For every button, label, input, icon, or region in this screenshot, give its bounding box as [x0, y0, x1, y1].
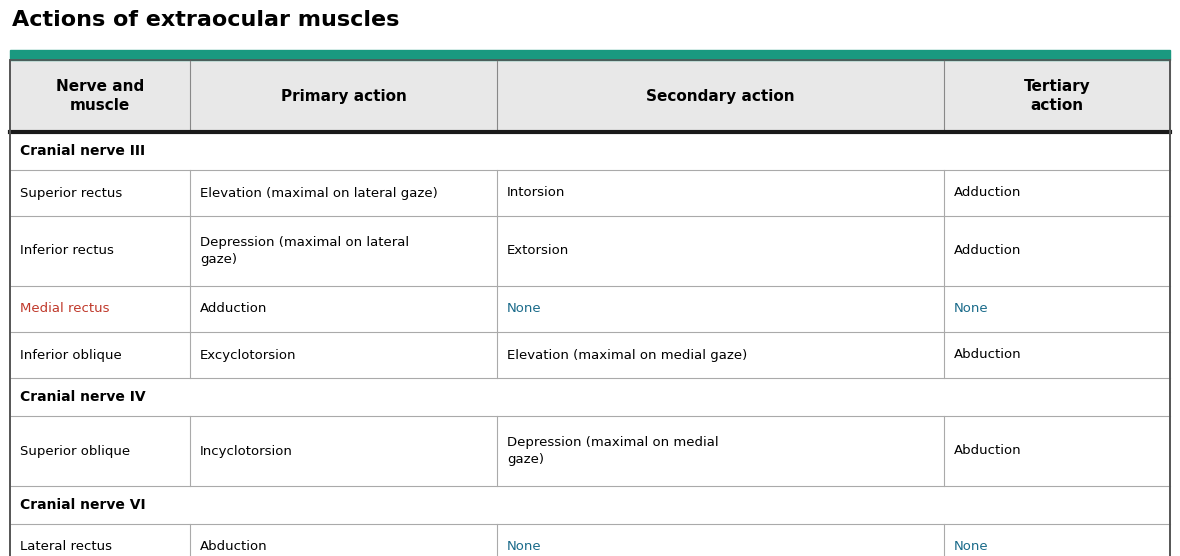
Text: Medial rectus: Medial rectus	[20, 302, 110, 315]
Bar	[9, 170, 1171, 216]
Bar	[9, 332, 1171, 378]
Bar	[9, 286, 1171, 332]
Bar	[9, 486, 1171, 524]
Text: Elevation (maximal on lateral gaze): Elevation (maximal on lateral gaze)	[199, 186, 438, 200]
Text: None: None	[953, 302, 989, 315]
Text: Adduction: Adduction	[953, 186, 1021, 200]
Bar	[9, 416, 1171, 486]
Text: Cranial nerve VI: Cranial nerve VI	[20, 498, 145, 512]
Text: Intorsion: Intorsion	[507, 186, 565, 200]
Text: Primary action: Primary action	[281, 88, 406, 103]
Text: Actions of extraocular muscles: Actions of extraocular muscles	[12, 10, 399, 30]
Text: Secondary action: Secondary action	[647, 88, 795, 103]
Text: Superior oblique: Superior oblique	[20, 444, 130, 458]
Text: Lateral rectus: Lateral rectus	[20, 540, 112, 554]
Bar	[9, 378, 1171, 416]
Text: Incyclotorsion: Incyclotorsion	[199, 444, 293, 458]
Text: Nerve and
muscle: Nerve and muscle	[55, 79, 144, 113]
Text: Adduction: Adduction	[953, 245, 1021, 257]
Text: Tertiary
action: Tertiary action	[1023, 79, 1090, 113]
Text: Cranial nerve III: Cranial nerve III	[20, 144, 145, 158]
Text: Elevation (maximal on medial gaze): Elevation (maximal on medial gaze)	[507, 349, 747, 361]
Bar	[9, 216, 1171, 286]
Text: Abduction: Abduction	[953, 444, 1022, 458]
Bar	[9, 132, 1171, 170]
Text: None: None	[507, 302, 542, 315]
Text: Cranial nerve IV: Cranial nerve IV	[20, 390, 145, 404]
Bar	[9, 60, 1171, 132]
Text: Excyclotorsion: Excyclotorsion	[199, 349, 296, 361]
Text: None: None	[507, 540, 542, 554]
Text: Superior rectus: Superior rectus	[20, 186, 123, 200]
Text: Extorsion: Extorsion	[507, 245, 570, 257]
Text: Depression (maximal on medial
gaze): Depression (maximal on medial gaze)	[507, 436, 719, 466]
Text: Adduction: Adduction	[199, 302, 267, 315]
Text: Abduction: Abduction	[199, 540, 268, 554]
Bar	[9, 50, 1171, 60]
Bar	[9, 524, 1171, 556]
Text: Abduction: Abduction	[953, 349, 1022, 361]
Text: Depression (maximal on lateral
gaze): Depression (maximal on lateral gaze)	[199, 236, 409, 266]
Text: None: None	[953, 540, 989, 554]
Text: Inferior rectus: Inferior rectus	[20, 245, 114, 257]
Text: Inferior oblique: Inferior oblique	[20, 349, 122, 361]
